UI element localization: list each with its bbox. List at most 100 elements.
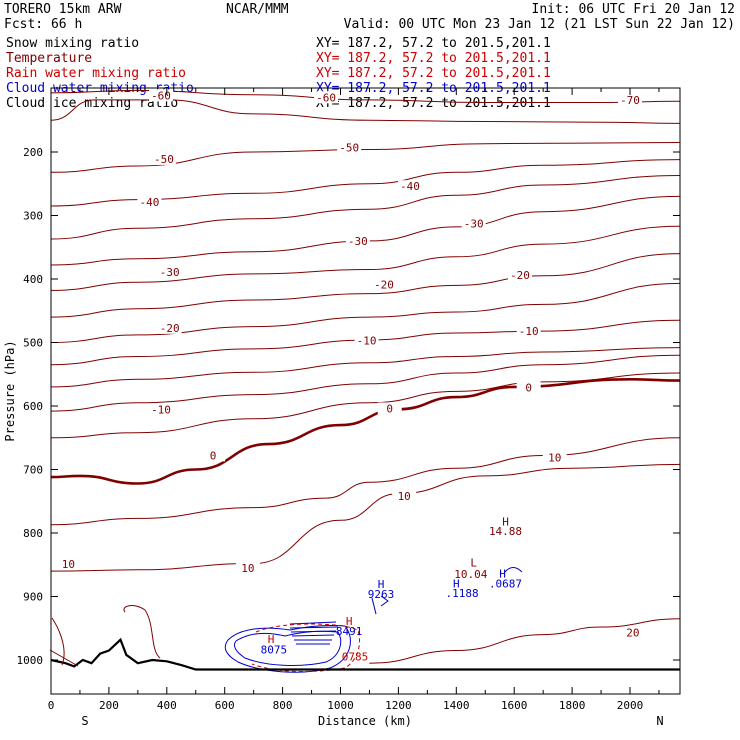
x-tick-label: 1200 xyxy=(385,699,412,712)
cloud-water-contour xyxy=(233,630,342,666)
contour-label: 20 xyxy=(626,627,639,640)
contour-label: -50 xyxy=(154,153,174,166)
field-rain: Rain water mixing ratio xyxy=(6,66,186,81)
y-axis-label: Pressure (hPa) xyxy=(3,340,17,441)
terrain-line xyxy=(50,637,680,671)
temperature-contour--40 xyxy=(50,175,681,240)
temperature-contour--60 xyxy=(50,99,681,124)
rain-water-contour xyxy=(371,597,377,615)
contour-label-bg xyxy=(542,451,567,464)
contour-label-bg xyxy=(235,561,260,574)
contour-label: -60 xyxy=(151,89,171,102)
extremum-label: L xyxy=(470,557,477,570)
contour-label-bg xyxy=(377,402,402,415)
temperature-contour-0 xyxy=(50,377,681,485)
x-end-label-south: S xyxy=(81,714,88,728)
contour-label-bg xyxy=(618,93,642,106)
xy-snow: XY= 187.2, 57.2 to 201.5,201.1 xyxy=(316,36,551,51)
x-tick-label: 400 xyxy=(157,699,177,712)
temperature-contour--20 xyxy=(50,282,681,343)
contour-label: -20 xyxy=(160,322,180,335)
x-tick-label: 600 xyxy=(215,699,235,712)
contour-label-bg xyxy=(149,403,174,416)
extremum-label: 9263 xyxy=(368,588,395,601)
x-tick-label: 1800 xyxy=(559,699,586,712)
cloud-water-contour xyxy=(224,625,351,673)
contour-label: 10 xyxy=(548,451,561,464)
contour-label-bg xyxy=(314,91,339,104)
contour-label-bg xyxy=(56,558,81,571)
hydrometeor-contours xyxy=(224,567,523,673)
contour-label-bg xyxy=(157,265,182,278)
contour-label: -60 xyxy=(316,91,336,104)
forecast-hour: Fcst: 66 h xyxy=(4,17,82,32)
contour-label-bg xyxy=(507,269,532,282)
x-axis-label: Distance (km) xyxy=(318,714,412,728)
x-tick-label: 1000 xyxy=(327,699,354,712)
contour-label-bg xyxy=(620,626,645,639)
cloud-water-contour xyxy=(289,621,339,645)
contour-label: -10 xyxy=(519,325,539,338)
contour-label: -20 xyxy=(510,269,530,282)
y-tick-label: 1000 xyxy=(17,654,44,667)
x-tick-label: 2000 xyxy=(617,699,644,712)
extremum-label: 10.04 xyxy=(454,568,487,581)
contour-label-bg xyxy=(516,381,541,394)
y-tick-label: 200 xyxy=(23,146,43,159)
contour-label-bg xyxy=(157,321,182,334)
xy-cloud-ice: XY= 187.2, 57.2 to 201.5,201.1 xyxy=(316,96,551,111)
extrema-labels: H14.88L10.04H.1188H.0687H9263H8075H84910… xyxy=(261,515,522,663)
contour-label-bg xyxy=(345,234,370,247)
temperature-contours xyxy=(50,89,681,664)
cloud-ice-contour xyxy=(504,567,523,573)
x-tick-label: 800 xyxy=(273,699,293,712)
y-tick-label: 800 xyxy=(23,527,43,540)
extremum-label: H xyxy=(453,578,460,591)
temperature-contour--10 xyxy=(50,347,681,388)
x-tick-label: 1400 xyxy=(443,699,470,712)
field-temperature: Temperature xyxy=(6,51,92,66)
extremum-label: .0687 xyxy=(489,578,522,591)
contour-label-bg xyxy=(392,490,417,503)
contour-labels: -60 -60 -70 -50 -50 -40 -40 -30 -30 -30 -20 -20 -20 -… xyxy=(56,89,645,640)
center-label: NCAR/MMM xyxy=(226,2,289,17)
temperature-contour-20 xyxy=(369,618,681,664)
init-time: Init: 06 UTC Fri 20 Jan 12 xyxy=(532,2,736,17)
contour-label: -20 xyxy=(374,279,394,292)
y-tick-label: 600 xyxy=(23,400,43,413)
contour-label: -30 xyxy=(464,218,484,231)
contour-label-bg xyxy=(337,141,362,154)
y-tick-label: 400 xyxy=(23,273,43,286)
temperature-contour-10 xyxy=(50,437,681,526)
temperature-contour--50 xyxy=(50,142,681,173)
model-label: TORERO 15km ARW xyxy=(4,2,122,17)
contour-label: -40 xyxy=(400,180,420,193)
contour-label: -10 xyxy=(357,335,377,348)
valid-time: Valid: 00 UTC Mon 23 Jan 12 (21 LST Sun … xyxy=(344,17,735,32)
temperature-contour--10 xyxy=(50,372,681,439)
contour-label: 10 xyxy=(241,562,254,575)
x-tick-label: 0 xyxy=(48,699,55,712)
x-tick-label: 200 xyxy=(99,699,119,712)
field-snow: Snow mixing ratio xyxy=(6,36,139,51)
contour-label: -30 xyxy=(160,266,180,279)
y-tick-label: 500 xyxy=(23,337,43,350)
field-legend: Snow mixing ratio Temperature Rain water… xyxy=(6,36,551,111)
cloud-ice-contour xyxy=(380,595,389,607)
temperature-contour-10 xyxy=(50,463,681,572)
contour-label-bg xyxy=(397,180,422,193)
contour-label-bg xyxy=(354,334,379,347)
surface-lowlevel-contour xyxy=(49,605,161,667)
contour-label: 0 xyxy=(210,449,217,462)
extremum-label: 8075 xyxy=(261,644,288,657)
extremum-label: 0785 xyxy=(342,651,369,664)
contour-label-bg xyxy=(137,196,162,209)
contour-label-bg xyxy=(461,217,486,230)
contour-label-bg xyxy=(371,278,396,291)
contour-label: -40 xyxy=(139,196,159,209)
contour-label-bg xyxy=(201,449,226,462)
xy-temperature: XY= 187.2, 57.2 to 201.5,201.1 xyxy=(316,51,551,66)
y-tick-label: 300 xyxy=(23,210,43,223)
extremum-label: .1188 xyxy=(446,587,479,600)
